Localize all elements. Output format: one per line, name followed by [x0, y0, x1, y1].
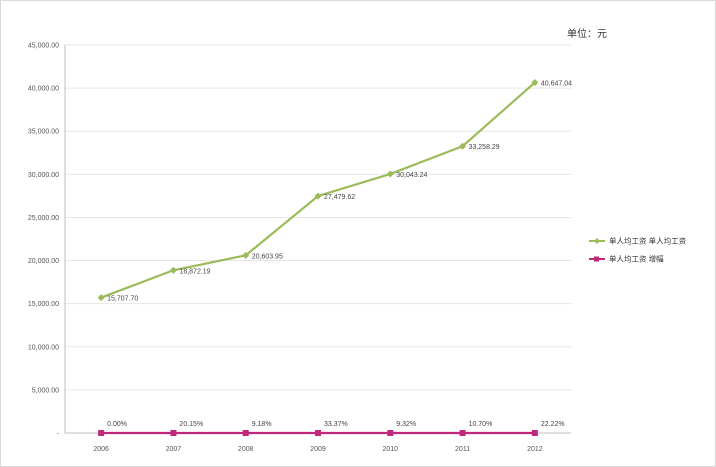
- data-label: 30,043.24: [396, 172, 427, 179]
- data-label: 0.00%: [107, 421, 127, 428]
- data-point: [386, 170, 394, 178]
- x-tick-label: 2011: [455, 446, 470, 453]
- legend-marker: [594, 256, 599, 262]
- x-tick-label: 2008: [238, 446, 254, 453]
- data-point: [170, 430, 177, 436]
- data-label: 27,479.62: [324, 194, 355, 201]
- data-point: [98, 430, 105, 436]
- data-label: 20.15%: [179, 421, 203, 428]
- y-tick-label: 15,000.00: [28, 301, 59, 308]
- y-tick-label: 25,000.00: [28, 215, 59, 222]
- data-label: 10.70%: [469, 421, 493, 428]
- series-line: [100, 81, 536, 299]
- data-label: 20,603.95: [252, 253, 283, 260]
- y-tick-label: 5,000.00: [32, 387, 59, 394]
- y-tick-label: 35,000.00: [28, 129, 59, 136]
- data-label: 22.22%: [541, 421, 565, 428]
- data-point: [459, 142, 467, 150]
- data-point: [531, 79, 539, 87]
- data-point: [387, 430, 394, 436]
- x-tick-label: 2012: [527, 446, 543, 453]
- y-tick-label: -: [57, 431, 60, 438]
- data-point: [169, 266, 177, 274]
- data-label: 9.18%: [252, 421, 272, 428]
- data-point: [242, 430, 249, 436]
- data-point: [459, 430, 466, 436]
- y-tick-label: 10,000.00: [28, 344, 59, 351]
- data-point: [314, 192, 322, 200]
- data-label: 33.37%: [324, 421, 348, 428]
- x-tick-label: 2009: [310, 446, 326, 453]
- data-label: 18,872.19: [179, 268, 210, 275]
- y-tick-label: 20,000.00: [28, 258, 59, 265]
- legend-label: 单人均工资 增幅: [609, 254, 664, 264]
- x-tick-label: 2010: [382, 446, 398, 453]
- data-point: [315, 430, 321, 436]
- x-tick-label: 2006: [93, 446, 109, 453]
- data-label: 33,258.29: [469, 144, 500, 151]
- data-label: 15,707.70: [107, 296, 138, 303]
- legend-label: 单人均工资 单人均工资: [609, 236, 687, 246]
- data-point: [531, 430, 538, 436]
- y-tick-label: 45,000.00: [28, 43, 59, 50]
- data-label: 40,647.04: [541, 81, 572, 88]
- data-point: [97, 294, 105, 302]
- y-tick-label: 40,000.00: [28, 86, 59, 93]
- x-tick-label: 2007: [166, 446, 182, 453]
- y-tick-label: 30,000.00: [28, 172, 59, 179]
- data-label: 9.32%: [396, 421, 416, 428]
- unit-label: 单位：元: [567, 29, 607, 40]
- data-point: [242, 251, 250, 259]
- legend-marker: [594, 238, 600, 244]
